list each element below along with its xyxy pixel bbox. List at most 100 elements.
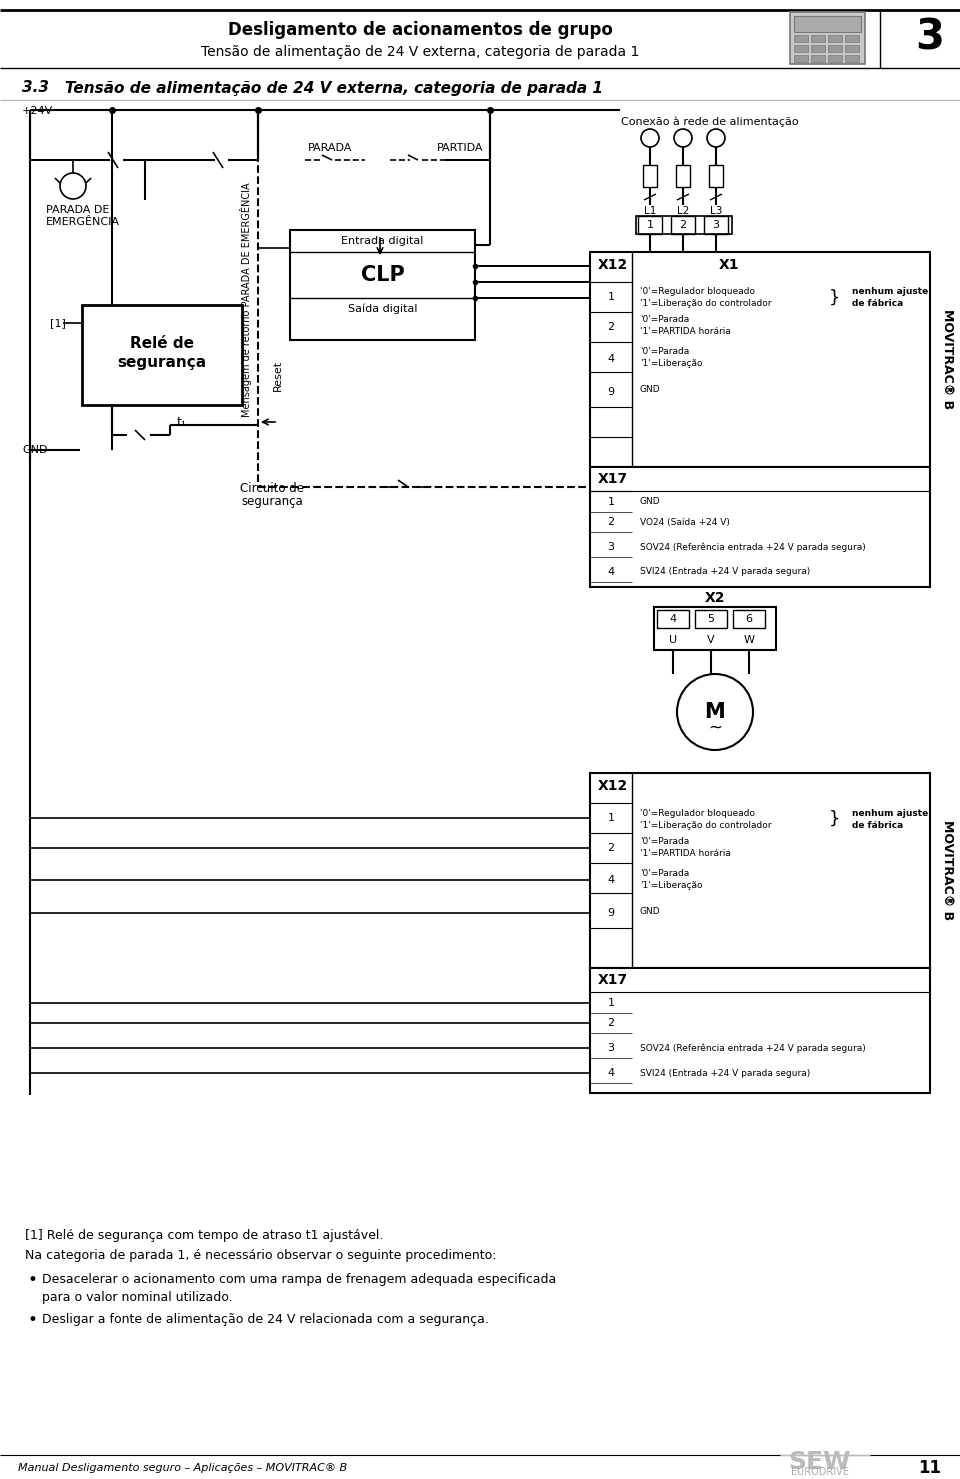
Text: 5: 5 — [708, 614, 714, 624]
Bar — [638, 216, 662, 234]
Text: PARADA DE: PARADA DE — [46, 206, 109, 214]
Text: 3: 3 — [608, 541, 614, 552]
Text: '0'=Parada: '0'=Parada — [640, 348, 689, 356]
Text: nenhum ajuste: nenhum ajuste — [852, 809, 928, 818]
Text: +24V: +24V — [22, 106, 53, 115]
Text: '0'=Parada: '0'=Parada — [640, 315, 689, 324]
Text: Tensão de alimentação de 24 V externa, categoria de parada 1: Tensão de alimentação de 24 V externa, c… — [201, 44, 639, 59]
Text: X2: X2 — [705, 592, 725, 605]
Bar — [590, 467, 930, 587]
Text: Circuito de: Circuito de — [240, 482, 304, 494]
Bar — [636, 216, 732, 234]
Bar — [704, 216, 728, 234]
Bar — [590, 251, 930, 467]
Text: '0'=Regulador bloqueado: '0'=Regulador bloqueado — [640, 287, 755, 296]
Text: 6: 6 — [746, 614, 753, 624]
Text: Entrada digital: Entrada digital — [342, 237, 423, 246]
Text: Reset: Reset — [273, 359, 283, 390]
Text: X17: X17 — [598, 472, 628, 487]
Text: ~: ~ — [708, 719, 722, 737]
Text: EMERGÊNCIA: EMERGÊNCIA — [46, 217, 120, 226]
Text: 2: 2 — [608, 322, 614, 331]
Bar — [695, 609, 727, 629]
Text: '0'=Regulador bloqueado: '0'=Regulador bloqueado — [640, 809, 755, 818]
Text: SOV24 (Referência entrada +24 V parada segura): SOV24 (Referência entrada +24 V parada s… — [640, 1043, 866, 1053]
Text: 2: 2 — [608, 1018, 614, 1028]
Bar — [811, 55, 825, 62]
Text: •: • — [28, 1270, 37, 1290]
Text: Desacelerar o acionamento com uma rampa de frenagem adequada especificada: Desacelerar o acionamento com uma rampa … — [42, 1273, 556, 1287]
Text: X17: X17 — [598, 973, 628, 986]
Text: GND: GND — [640, 386, 660, 395]
Text: }: } — [829, 810, 841, 828]
Text: '1'=PARTIDA horária: '1'=PARTIDA horária — [640, 327, 731, 337]
Text: 1: 1 — [608, 998, 614, 1009]
Text: M: M — [705, 703, 726, 722]
Text: 4: 4 — [608, 566, 614, 577]
Text: X12: X12 — [598, 257, 628, 272]
Text: segurança: segurança — [117, 355, 206, 371]
Text: de fábrica: de fábrica — [852, 300, 903, 309]
Bar — [845, 35, 859, 41]
Text: U: U — [669, 634, 677, 645]
Text: 11: 11 — [919, 1458, 942, 1478]
Bar — [643, 166, 657, 186]
Text: 3: 3 — [608, 1043, 614, 1053]
Bar — [794, 16, 861, 33]
Text: •: • — [28, 1310, 37, 1330]
Text: 9: 9 — [608, 387, 614, 396]
Text: Saída digital: Saída digital — [348, 303, 418, 314]
Text: Desligamento de acionamentos de grupo: Desligamento de acionamentos de grupo — [228, 21, 612, 38]
Text: 4: 4 — [669, 614, 677, 624]
Text: 4: 4 — [608, 876, 614, 884]
Text: MOVITRAC® B: MOVITRAC® B — [942, 309, 954, 410]
Bar — [733, 609, 765, 629]
Bar — [794, 44, 808, 52]
Text: SEW: SEW — [789, 1449, 852, 1475]
Text: para o valor nominal utilizado.: para o valor nominal utilizado. — [42, 1291, 232, 1304]
Bar — [794, 35, 808, 41]
Text: Mensagem de retorno PARADA DE EMERGÊNCIA: Mensagem de retorno PARADA DE EMERGÊNCIA — [240, 183, 252, 417]
Text: '1'=Liberação: '1'=Liberação — [640, 880, 703, 889]
Text: Conexão à rede de alimentação: Conexão à rede de alimentação — [621, 117, 799, 127]
Bar — [671, 216, 695, 234]
Text: segurança: segurança — [241, 494, 302, 507]
Bar — [290, 231, 475, 340]
Text: Relé de: Relé de — [130, 336, 194, 351]
Text: CLP: CLP — [361, 265, 404, 285]
Bar — [828, 55, 842, 62]
Text: [1]: [1] — [50, 318, 66, 328]
Text: }: } — [829, 288, 841, 308]
Bar — [790, 12, 865, 64]
Text: X1: X1 — [719, 257, 740, 272]
Bar — [794, 55, 808, 62]
Bar — [654, 606, 776, 649]
Text: 1: 1 — [608, 813, 614, 822]
Text: 3.3: 3.3 — [22, 80, 49, 96]
Text: VO24 (Saída +24 V): VO24 (Saída +24 V) — [640, 518, 730, 527]
Text: EURODRIVE: EURODRIVE — [791, 1467, 849, 1478]
Bar — [845, 44, 859, 52]
Text: 2: 2 — [608, 518, 614, 527]
Text: Tensão de alimentação de 24 V externa, categoria de parada 1: Tensão de alimentação de 24 V externa, c… — [65, 80, 603, 96]
Bar — [709, 166, 723, 186]
Text: V: V — [708, 634, 715, 645]
Bar — [828, 44, 842, 52]
Bar — [828, 35, 842, 41]
Text: GND: GND — [22, 445, 47, 456]
Text: de fábrica: de fábrica — [852, 821, 903, 830]
Text: GND: GND — [640, 497, 660, 506]
Text: nenhum ajuste: nenhum ajuste — [852, 287, 928, 296]
Text: PARADA: PARADA — [308, 143, 352, 152]
Bar — [811, 44, 825, 52]
Text: W: W — [743, 634, 755, 645]
Text: 4: 4 — [608, 353, 614, 364]
Text: 3: 3 — [712, 220, 719, 231]
Text: 2: 2 — [680, 220, 686, 231]
Text: GND: GND — [640, 907, 660, 916]
Text: '0'=Parada: '0'=Parada — [640, 837, 689, 846]
Bar — [845, 55, 859, 62]
Text: 1: 1 — [608, 291, 614, 302]
Text: L2: L2 — [677, 206, 689, 216]
Bar — [590, 967, 930, 1093]
